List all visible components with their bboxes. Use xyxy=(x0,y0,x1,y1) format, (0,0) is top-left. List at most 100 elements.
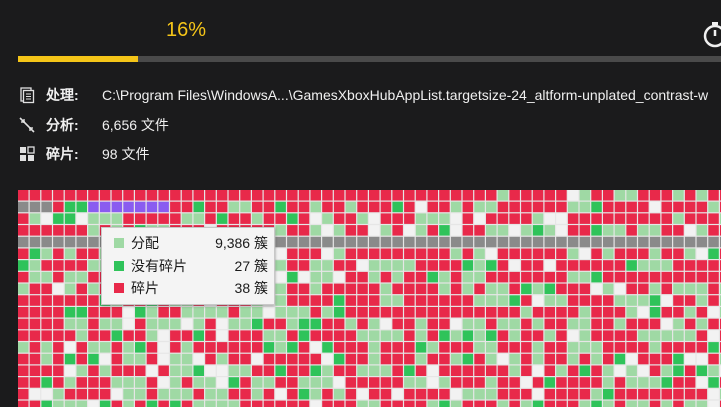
cluster-block xyxy=(556,260,567,271)
cluster-block xyxy=(298,225,310,236)
cluster-block xyxy=(99,342,111,353)
cluster-block xyxy=(322,342,333,353)
cluster-block xyxy=(450,400,462,407)
cluster-block xyxy=(64,225,76,236)
cluster-block xyxy=(298,342,310,353)
cluster-block xyxy=(216,213,228,224)
cluster-block xyxy=(357,342,368,353)
cluster-block xyxy=(673,400,684,407)
cluster-block xyxy=(649,295,661,306)
cluster-block xyxy=(684,377,696,388)
cluster-block xyxy=(88,260,99,271)
cluster-block xyxy=(88,330,99,341)
cluster-block xyxy=(228,330,240,341)
cluster-block xyxy=(76,283,87,295)
cluster-block xyxy=(123,365,134,376)
cluster-block xyxy=(649,248,661,259)
cluster-block xyxy=(240,318,251,330)
cluster-block xyxy=(474,271,485,283)
cluster-block xyxy=(462,377,474,388)
cluster-block xyxy=(696,283,708,295)
cluster-block xyxy=(450,295,462,306)
cluster-block xyxy=(263,388,275,400)
cluster-block xyxy=(310,248,321,259)
cluster-block xyxy=(345,260,357,271)
cluster-block xyxy=(298,248,310,259)
cluster-block xyxy=(567,400,579,407)
cluster-block xyxy=(275,307,286,318)
cluster-block xyxy=(170,318,181,330)
cluster-block xyxy=(123,377,134,388)
cluster-block xyxy=(708,271,719,283)
cluster-block xyxy=(135,342,146,353)
cluster-block xyxy=(626,201,637,213)
cluster-block xyxy=(333,236,345,248)
cluster-block xyxy=(333,201,345,213)
cluster-block xyxy=(509,388,520,400)
cluster-block xyxy=(462,271,474,283)
stopwatch-icon[interactable] xyxy=(700,20,721,50)
cluster-block xyxy=(532,377,544,388)
cluster-block xyxy=(427,318,438,330)
cluster-block xyxy=(415,353,427,365)
cluster-block xyxy=(626,190,637,201)
legend-swatch xyxy=(114,283,124,293)
cluster-block xyxy=(76,330,87,341)
cluster-block xyxy=(544,213,555,224)
cluster-block xyxy=(638,236,649,248)
cluster-block xyxy=(88,271,99,283)
cluster-block xyxy=(99,307,111,318)
legend-tooltip: 分配 9,386 簇 没有碎片 27 簇 碎片 38 簇 xyxy=(101,227,275,305)
cluster-block xyxy=(392,295,403,306)
cluster-block xyxy=(614,400,626,407)
cluster-block xyxy=(76,342,87,353)
cluster-block xyxy=(146,307,158,318)
cluster-block xyxy=(345,365,357,376)
cluster-block xyxy=(521,271,532,283)
cluster-block xyxy=(298,318,310,330)
cluster-block xyxy=(544,295,555,306)
cluster-block xyxy=(661,318,672,330)
cluster-block xyxy=(673,342,684,353)
cluster-block xyxy=(392,236,403,248)
cluster-block xyxy=(18,190,29,201)
cluster-block xyxy=(53,295,64,306)
cluster-block xyxy=(228,388,240,400)
cluster-block xyxy=(450,260,462,271)
cluster-block xyxy=(579,330,591,341)
cluster-block xyxy=(322,295,333,306)
cluster-block xyxy=(661,225,672,236)
cluster-block xyxy=(591,365,602,376)
cluster-block xyxy=(287,295,298,306)
cluster-block xyxy=(18,260,29,271)
cluster-block xyxy=(603,330,614,341)
cluster-block xyxy=(53,201,64,213)
cluster-block xyxy=(497,225,509,236)
cluster-block xyxy=(544,271,555,283)
cluster-block xyxy=(64,190,76,201)
cluster-block xyxy=(228,190,240,201)
cluster-block xyxy=(275,283,286,295)
cluster-block xyxy=(240,377,251,388)
cluster-block xyxy=(111,400,123,407)
cluster-block xyxy=(649,307,661,318)
cluster-block xyxy=(193,342,204,353)
cluster-block xyxy=(216,190,228,201)
cluster-block xyxy=(450,236,462,248)
cluster-block xyxy=(544,248,555,259)
cluster-block xyxy=(322,307,333,318)
cluster-block xyxy=(450,353,462,365)
cluster-block xyxy=(462,260,474,271)
cluster-block xyxy=(474,201,485,213)
cluster-block xyxy=(486,365,497,376)
cluster-block xyxy=(626,388,637,400)
cluster-block xyxy=(287,236,298,248)
cluster-block xyxy=(99,330,111,341)
cluster-block xyxy=(193,365,204,376)
cluster-block xyxy=(404,295,415,306)
cluster-block xyxy=(532,271,544,283)
cluster-block xyxy=(521,307,532,318)
cluster-block xyxy=(252,201,263,213)
cluster-block xyxy=(544,307,555,318)
cluster-block xyxy=(146,318,158,330)
